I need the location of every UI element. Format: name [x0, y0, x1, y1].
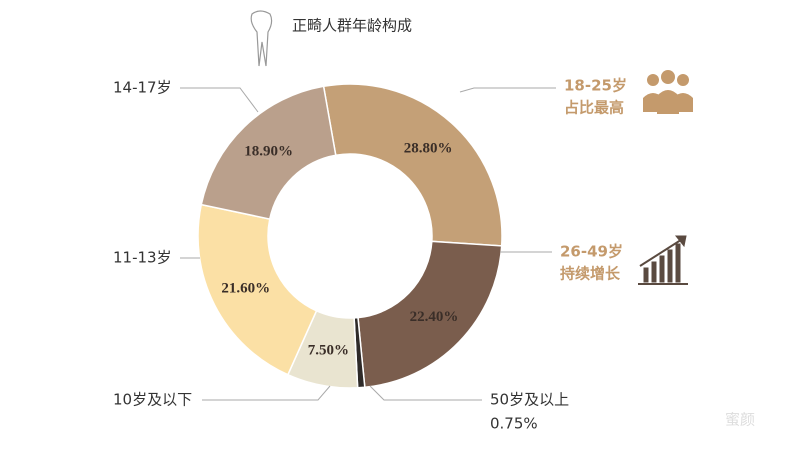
- category-label: 26-49岁: [560, 243, 623, 261]
- leader-line: [369, 385, 482, 401]
- category-label: 18-25岁: [564, 77, 627, 95]
- data-label: 0.75%: [490, 415, 538, 433]
- leader-line: [202, 385, 331, 401]
- category-label: 50岁及以上: [490, 391, 569, 409]
- donut-slice: [200, 85, 337, 220]
- leader-line: [459, 87, 556, 93]
- donut-slice: [322, 83, 503, 247]
- category-label: 11-13岁: [113, 249, 172, 267]
- data-label: 7.50%: [308, 342, 349, 358]
- data-label: 28.80%: [404, 140, 453, 156]
- people-icon: [643, 70, 693, 114]
- annotation: 占比最高: [564, 99, 624, 117]
- data-label: 21.60%: [221, 281, 270, 297]
- data-label: 18.90%: [244, 143, 293, 159]
- chart-title: 正畸人群年龄构成: [292, 17, 412, 35]
- annotation: 持续增长: [560, 265, 621, 283]
- donut-slice: [197, 203, 318, 376]
- category-label: 10岁及以下: [113, 391, 192, 409]
- tooth-icon: [250, 10, 273, 67]
- growth-icon: [638, 235, 688, 285]
- leader-line: [180, 87, 259, 113]
- category-label: 14-17岁: [113, 79, 172, 97]
- watermark: 蜜颜: [725, 411, 755, 429]
- data-label: 22.40%: [410, 309, 459, 325]
